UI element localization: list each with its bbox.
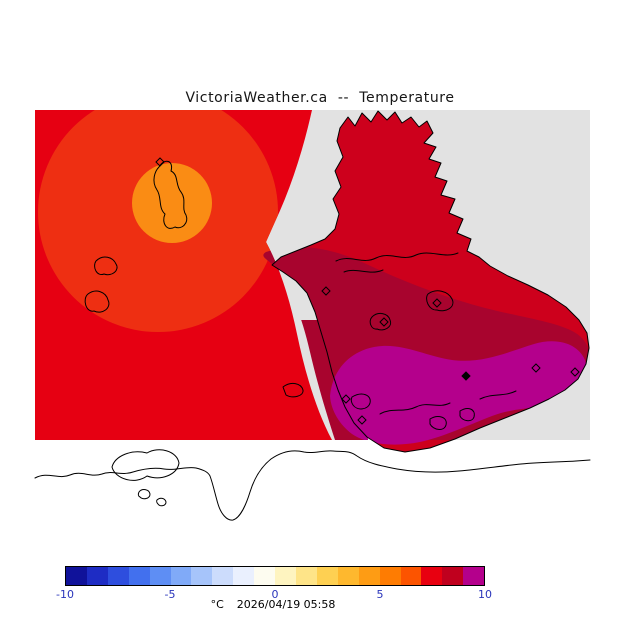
coastline-island bbox=[94, 256, 118, 276]
station-markers bbox=[155, 157, 580, 425]
coastline-island bbox=[153, 160, 188, 229]
coastline-island bbox=[459, 408, 475, 422]
colorbar-segment bbox=[400, 567, 422, 585]
colorbar-segment bbox=[295, 567, 317, 585]
colorbar-segment bbox=[316, 567, 338, 585]
coastline-channel bbox=[379, 402, 451, 415]
colorbar-segment bbox=[107, 567, 129, 585]
station-diamond-icon bbox=[570, 367, 580, 377]
temp-field-magenta bbox=[330, 341, 587, 445]
station-diamond-icon bbox=[432, 298, 442, 308]
coastline-south-shore bbox=[34, 450, 591, 521]
colorbar-tick-label: 0 bbox=[271, 588, 279, 601]
station-diamond-icon bbox=[155, 157, 165, 167]
colorbar-tick-label: 5 bbox=[376, 588, 384, 601]
colorbar-segment bbox=[149, 567, 171, 585]
colorbar-segment bbox=[358, 567, 380, 585]
colorbar-segment bbox=[212, 567, 234, 585]
datetime-label: 2026/04/19 05:58 bbox=[236, 598, 336, 611]
station-diamond-icon bbox=[357, 415, 367, 425]
colorbar-segment bbox=[379, 567, 401, 585]
colorbar-segment bbox=[170, 567, 192, 585]
temp-field-orange-core bbox=[132, 163, 212, 243]
colorbar-segment bbox=[191, 567, 213, 585]
station-diamond-icon bbox=[321, 286, 331, 296]
coastline-island bbox=[350, 393, 371, 410]
coastline-island bbox=[84, 290, 110, 313]
coastline-island bbox=[426, 290, 454, 312]
coastline-channel bbox=[479, 390, 517, 400]
colorbar-segment bbox=[337, 567, 359, 585]
coastline-island bbox=[369, 312, 392, 331]
page-title: VictoriaWeather.ca -- Temperature bbox=[185, 90, 455, 106]
coastline-inlet bbox=[335, 252, 459, 262]
station-diamond-icon bbox=[379, 317, 389, 327]
colorbar-segment bbox=[233, 567, 255, 585]
station-diamond-icon bbox=[461, 371, 471, 381]
coastline-island bbox=[282, 382, 304, 398]
colorbar-tick-label: -5 bbox=[164, 588, 176, 601]
colorbar-tick-label: 10 bbox=[478, 588, 492, 601]
colorbar-segment bbox=[421, 567, 443, 585]
colorbar-segment bbox=[275, 567, 296, 585]
colorbar-tick-label: -10 bbox=[56, 588, 74, 601]
coastline-island bbox=[137, 489, 151, 500]
timestamp-label: °C 2026/04/19 05:58 bbox=[211, 598, 336, 611]
colorbar-segment bbox=[254, 567, 276, 585]
colorbar-segment bbox=[442, 567, 464, 585]
coastline-island bbox=[156, 497, 167, 507]
coastline-mainland bbox=[271, 110, 590, 453]
coastlines bbox=[34, 110, 591, 521]
colorbar-segment bbox=[86, 567, 108, 585]
coastline-island bbox=[111, 449, 180, 481]
colorbar bbox=[65, 566, 485, 586]
station-diamond-icon bbox=[341, 394, 351, 404]
station-diamond-icon bbox=[531, 363, 541, 373]
colorbar-segment bbox=[128, 567, 150, 585]
colorbar-segment bbox=[66, 567, 87, 585]
coastline-inlet bbox=[343, 269, 384, 273]
units-label: °C bbox=[210, 598, 224, 611]
coastline-island bbox=[429, 416, 447, 430]
colorbar-segment bbox=[463, 567, 485, 585]
